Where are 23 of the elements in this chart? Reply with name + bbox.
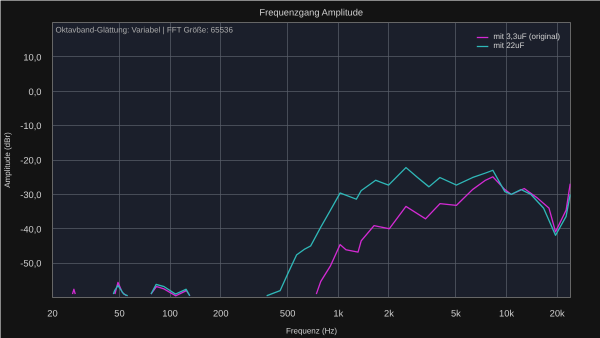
x-tick-label: 10k [499,308,514,318]
x-tick-label: 20k [550,308,566,318]
y-axis-title: Amplitude (dBr) [3,132,12,188]
x-tick-label: 2k [384,308,394,318]
chart-title: Frequenzgang Amplitude [259,8,364,18]
legend-label: mit 22uF [493,41,524,50]
y-tick-label: -10,0 [20,121,42,132]
y-tick-label: -40,0 [20,224,42,234]
x-axis-title: Frequenz (Hz) [286,326,338,336]
x-tick-label: 50 [114,308,125,318]
x-tick-label: 200 [212,308,229,318]
legend-label: mit 3,3uF (original) [493,32,560,41]
y-tick-label: -20,0 [20,156,42,166]
y-tick-label: -50,0 [20,258,42,269]
annotation: Oktavband-Glättung: Variabel | FFT Größe: 65536 [56,26,234,34]
y-tick-label: 10,0 [23,52,42,62]
x-tick-label: 100 [162,308,178,318]
y-tick-label: -30,0 [20,190,42,200]
x-tick-label: 20 [47,308,58,318]
y-tick-label: 0,0 [28,86,42,97]
x-tick-label: 5k [450,308,462,318]
x-tick-label: 500 [280,308,296,318]
x-tick-label: 1k [333,308,344,318]
